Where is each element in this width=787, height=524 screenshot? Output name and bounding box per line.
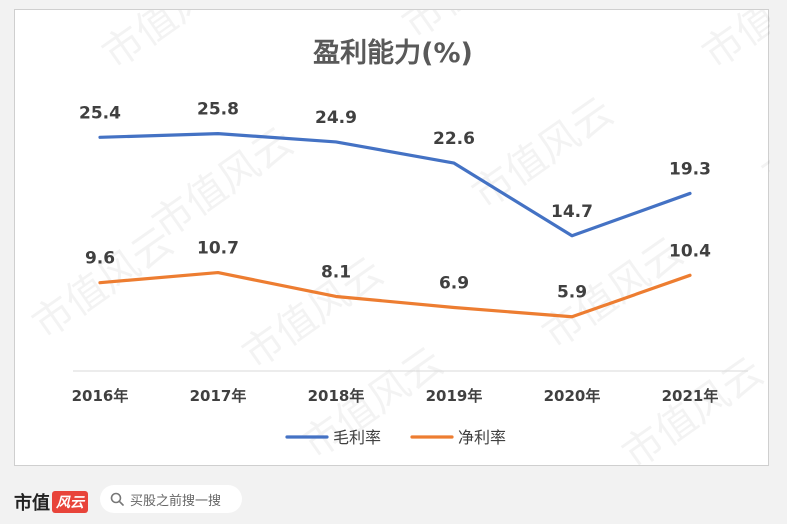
data-label: 9.6: [85, 249, 115, 269]
data-label: 24.9: [315, 108, 357, 128]
series-line-0: [98, 132, 692, 238]
footer-bar: 市值 风云 买股之前搜一搜: [0, 476, 787, 524]
x-tick-label: 2017年: [190, 387, 247, 405]
data-label: 8.1: [321, 262, 351, 282]
x-tick-label: 2018年: [308, 387, 365, 405]
search-box[interactable]: 买股之前搜一搜: [100, 485, 242, 513]
data-label: 25.4: [79, 103, 121, 123]
search-icon: [110, 492, 124, 506]
data-label: 10.7: [197, 239, 239, 259]
chart-title: 盈利能力(%): [313, 37, 473, 69]
data-label: 22.6: [433, 129, 475, 149]
x-axis-ticks: 2016年 2017年 2018年 2019年 2020年 2021年: [72, 387, 719, 405]
data-label: 6.9: [439, 274, 469, 294]
legend-label: 毛利率: [333, 428, 381, 447]
legend: 毛利率 净利率: [285, 428, 506, 447]
series-line-1: [98, 270, 692, 319]
chart-card: 市值风云市值风云市值风云市值风云市值风云市值风云市值风云市值风云市值风云市值风云…: [14, 9, 770, 467]
x-tick-label: 2021年: [662, 387, 719, 405]
watermark-layer: 市值风云市值风云市值风云市值风云市值风云市值风云市值风云市值风云市值风云市值风云…: [24, 10, 770, 467]
brand-logo-area[interactable]: 市值 风云: [14, 489, 88, 515]
data-label: 5.9: [557, 283, 587, 303]
x-tick-label: 2019年: [426, 387, 483, 405]
search-placeholder: 买股之前搜一搜: [130, 493, 222, 509]
data-label: 19.3: [669, 159, 711, 179]
data-label: 14.7: [551, 202, 593, 222]
line-chart: 市值风云市值风云市值风云市值风云市值风云市值风云市值风云市值风云市值风云市值风云…: [24, 10, 770, 467]
series-lines: [98, 132, 692, 319]
data-label: 10.4: [669, 241, 711, 261]
brand-name: 市值: [14, 493, 50, 514]
x-tick-label: 2020年: [544, 387, 601, 405]
data-label: 25.8: [197, 100, 239, 120]
data-labels: 25.4 25.8 24.9 22.6 14.7 19.3 9.6 10.7 8.1 6.9 5.9…: [79, 100, 711, 303]
x-tick-label: 2016年: [72, 387, 129, 405]
brand-logo-badge: 风云: [52, 491, 88, 513]
legend-label: 净利率: [458, 428, 506, 447]
